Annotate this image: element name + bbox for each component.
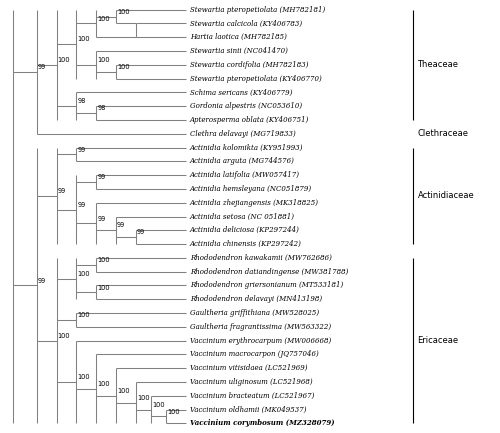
Text: 100: 100 bbox=[58, 57, 70, 63]
Text: Schima sericans (KY406779): Schima sericans (KY406779) bbox=[190, 88, 292, 97]
Text: Clethra delavayi (MG719833): Clethra delavayi (MG719833) bbox=[190, 130, 296, 138]
Text: 100: 100 bbox=[117, 9, 130, 15]
Text: Stewartia calcicola (KY406783): Stewartia calcicola (KY406783) bbox=[190, 19, 302, 27]
Text: Vaccinium oldhamii (MK049537): Vaccinium oldhamii (MK049537) bbox=[190, 406, 306, 414]
Text: Actinidia setosa (NC 051881): Actinidia setosa (NC 051881) bbox=[190, 213, 294, 220]
Text: Apterosperma oblata (KY406751): Apterosperma oblata (KY406751) bbox=[190, 116, 309, 124]
Text: Actinidia zhejiangensis (MK318825): Actinidia zhejiangensis (MK318825) bbox=[190, 199, 318, 207]
Text: 99: 99 bbox=[137, 229, 145, 236]
Text: Stewartia pteropetiolata (KY406770): Stewartia pteropetiolata (KY406770) bbox=[190, 74, 322, 83]
Text: 98: 98 bbox=[97, 105, 106, 111]
Text: Stewartia cordifolia (MH782183): Stewartia cordifolia (MH782183) bbox=[190, 61, 308, 69]
Text: 100: 100 bbox=[78, 312, 90, 318]
Text: 99: 99 bbox=[78, 202, 86, 208]
Text: 100: 100 bbox=[117, 388, 130, 394]
Text: Actinidia chinensis (KP297242): Actinidia chinensis (KP297242) bbox=[190, 240, 302, 248]
Text: 99: 99 bbox=[58, 188, 66, 194]
Text: 99: 99 bbox=[38, 278, 46, 284]
Text: 100: 100 bbox=[167, 409, 179, 415]
Text: 100: 100 bbox=[97, 284, 110, 291]
Text: Rhododendron griersonianum (MT533181): Rhododendron griersonianum (MT533181) bbox=[190, 281, 343, 289]
Text: 99: 99 bbox=[117, 223, 125, 229]
Text: Rhododendron datiandingense (MW381788): Rhododendron datiandingense (MW381788) bbox=[190, 268, 348, 276]
Text: Actinidia kolomikta (KY951993): Actinidia kolomikta (KY951993) bbox=[190, 144, 303, 152]
Text: Vaccinium corymbosum (MZ328079): Vaccinium corymbosum (MZ328079) bbox=[190, 419, 334, 427]
Text: Clethraceae: Clethraceae bbox=[418, 129, 469, 138]
Text: Hartia laotica (MH782185): Hartia laotica (MH782185) bbox=[190, 33, 286, 41]
Text: 99: 99 bbox=[78, 147, 86, 152]
Text: 100: 100 bbox=[78, 374, 90, 380]
Text: 100: 100 bbox=[137, 395, 149, 401]
Text: Ericaceae: Ericaceae bbox=[418, 336, 459, 345]
Text: 99: 99 bbox=[97, 216, 106, 222]
Text: Actinidia deliciosa (KP297244): Actinidia deliciosa (KP297244) bbox=[190, 226, 300, 234]
Text: 98: 98 bbox=[78, 98, 86, 104]
Text: 100: 100 bbox=[97, 257, 110, 263]
Text: Vaccinium bracteatum (LC521967): Vaccinium bracteatum (LC521967) bbox=[190, 392, 314, 400]
Text: 100: 100 bbox=[117, 64, 130, 70]
Text: Vaccinium uliginosum (LC521968): Vaccinium uliginosum (LC521968) bbox=[190, 378, 312, 386]
Text: 100: 100 bbox=[97, 16, 110, 22]
Text: 100: 100 bbox=[78, 36, 90, 42]
Text: Stewartia pteropetiolata (MH782181): Stewartia pteropetiolata (MH782181) bbox=[190, 6, 325, 14]
Text: Actinidia latifolia (MW057417): Actinidia latifolia (MW057417) bbox=[190, 171, 300, 179]
Text: Rhododendron kawakamii (MW762686): Rhododendron kawakamii (MW762686) bbox=[190, 254, 332, 262]
Text: 100: 100 bbox=[97, 381, 110, 387]
Text: Rhododendron delavayi (MN413198): Rhododendron delavayi (MN413198) bbox=[190, 295, 322, 303]
Text: 99: 99 bbox=[97, 174, 106, 180]
Text: 100: 100 bbox=[58, 333, 70, 339]
Text: Vaccinium erythrocarpum (MW006668): Vaccinium erythrocarpum (MW006668) bbox=[190, 336, 331, 345]
Text: 99: 99 bbox=[38, 64, 46, 70]
Text: Vaccinium macrocarpon (JQ757046): Vaccinium macrocarpon (JQ757046) bbox=[190, 350, 318, 359]
Text: Gaultheria griffithiana (MW528025): Gaultheria griffithiana (MW528025) bbox=[190, 309, 318, 317]
Text: Actinidia arguta (MG744576): Actinidia arguta (MG744576) bbox=[190, 157, 294, 165]
Text: Gordonia alpestris (NC053610): Gordonia alpestris (NC053610) bbox=[190, 102, 302, 110]
Text: Vaccinium vitisidaea (LC521969): Vaccinium vitisidaea (LC521969) bbox=[190, 364, 307, 372]
Text: Theaceae: Theaceae bbox=[418, 60, 459, 69]
Text: 100: 100 bbox=[78, 271, 90, 277]
Text: Gaultheria fragrantissima (MW563322): Gaultheria fragrantissima (MW563322) bbox=[190, 323, 330, 331]
Text: 100: 100 bbox=[152, 402, 164, 408]
Text: Actinidia hemsleyana (NC051879): Actinidia hemsleyana (NC051879) bbox=[190, 185, 312, 193]
Text: Actinidiaceae: Actinidiaceae bbox=[418, 191, 474, 200]
Text: 100: 100 bbox=[97, 57, 110, 63]
Text: Stewartia sinii (NC041470): Stewartia sinii (NC041470) bbox=[190, 47, 288, 55]
